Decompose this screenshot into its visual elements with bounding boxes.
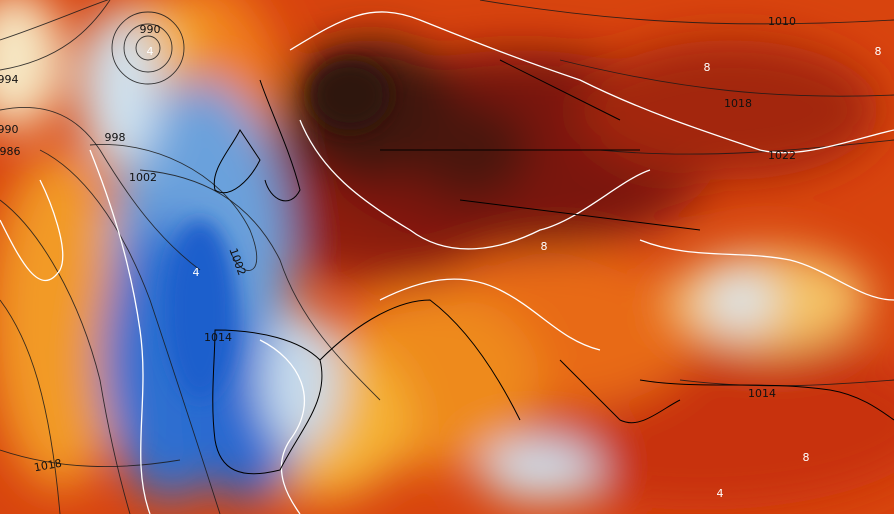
isobar-label: 990 (140, 23, 161, 36)
isobar-label: 1010 (768, 15, 796, 28)
isobar-label: 986 (0, 145, 21, 158)
isobar-label: 1014 (204, 331, 232, 344)
anomaly-label: 8 (541, 240, 548, 253)
anomaly-label: 4 (147, 45, 154, 58)
coastlines (212, 59, 894, 475)
isobar-label: 1022 (768, 149, 796, 162)
isobar-label: 994 (0, 73, 19, 86)
anomaly-label: 8 (803, 451, 810, 464)
isobar-label: 998 (105, 131, 126, 144)
anomaly-label: 8 (875, 45, 882, 58)
anomaly-label: 8 (704, 61, 711, 74)
anomaly-contours (0, 11, 894, 514)
isobar-label: 1018 (724, 97, 752, 110)
isobar-label: 990 (0, 123, 19, 136)
anomaly-label: 4 (193, 266, 200, 279)
isobar-label: 1018 (33, 457, 63, 475)
isobar-label: 1002 (129, 171, 157, 184)
isobar-label: 1014 (748, 387, 776, 400)
anomaly-label: 4 (717, 487, 724, 500)
